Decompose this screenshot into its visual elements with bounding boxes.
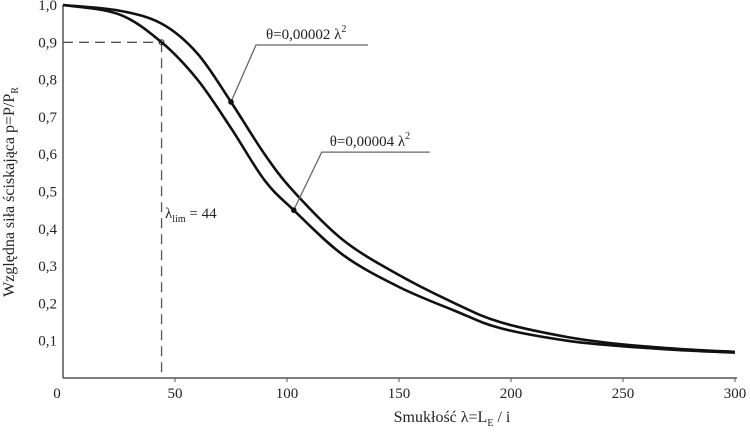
series-label-superscript: 2: [341, 24, 346, 35]
y-tick-label: 0,6: [38, 147, 57, 163]
x-tick-label: 100: [276, 386, 299, 402]
series-marker-1: [228, 99, 234, 105]
series-marker-2: [290, 207, 297, 213]
reference-point-marker: [158, 39, 165, 46]
x-tick-label: 300: [724, 386, 747, 402]
y-tick-label: 0,2: [38, 296, 57, 312]
x-tick-label: 250: [612, 386, 635, 402]
reference-lines: [63, 39, 165, 378]
curves: [62, 3, 736, 354]
y-axis-label: Względna siła ściskająca p=P/PR: [1, 87, 21, 297]
x-tick-label: 200: [500, 386, 523, 402]
y-tick-label: 0,7: [38, 110, 57, 126]
axes: 0 50 100 150 200 250 300 0,1 0,2 0,3 0,4 0,5 0,6 0,7 0…: [38, 0, 746, 402]
series-label-superscript: 2: [405, 131, 410, 142]
series-label-1: θ=0,00002 λ2: [266, 24, 346, 43]
series-label-text: θ=0,00004 λ: [330, 134, 406, 150]
x-axis-label: Smukłość λ=LE / i: [394, 409, 511, 429]
series-line-1: [62, 3, 736, 354]
series-labels: θ=0,00002 λ2θ=0,00004 λ2: [228, 24, 430, 213]
series-label-2: θ=0,00004 λ2: [330, 131, 410, 150]
y-tick-label: 0,8: [38, 73, 57, 89]
series-line-2: [62, 3, 736, 354]
y-tick-label: 0,5: [38, 185, 57, 201]
y-tick-label: 0,4: [38, 222, 57, 238]
x-tick-label: 50: [168, 386, 183, 402]
series-label-text: θ=0,00002 λ: [266, 27, 342, 43]
leader-line-1: [230, 44, 368, 103]
y-tick-label: 0,1: [38, 334, 57, 350]
y-tick-label: 0,3: [38, 259, 57, 275]
x-tick-label: 150: [388, 386, 411, 402]
x-tick-label: 0: [53, 386, 61, 402]
leader-line-2: [293, 151, 430, 211]
y-tick-label: 1,0: [38, 0, 57, 14]
y-tick-label: 0,9: [38, 35, 57, 51]
ref-label: λlim = 44: [165, 206, 217, 225]
